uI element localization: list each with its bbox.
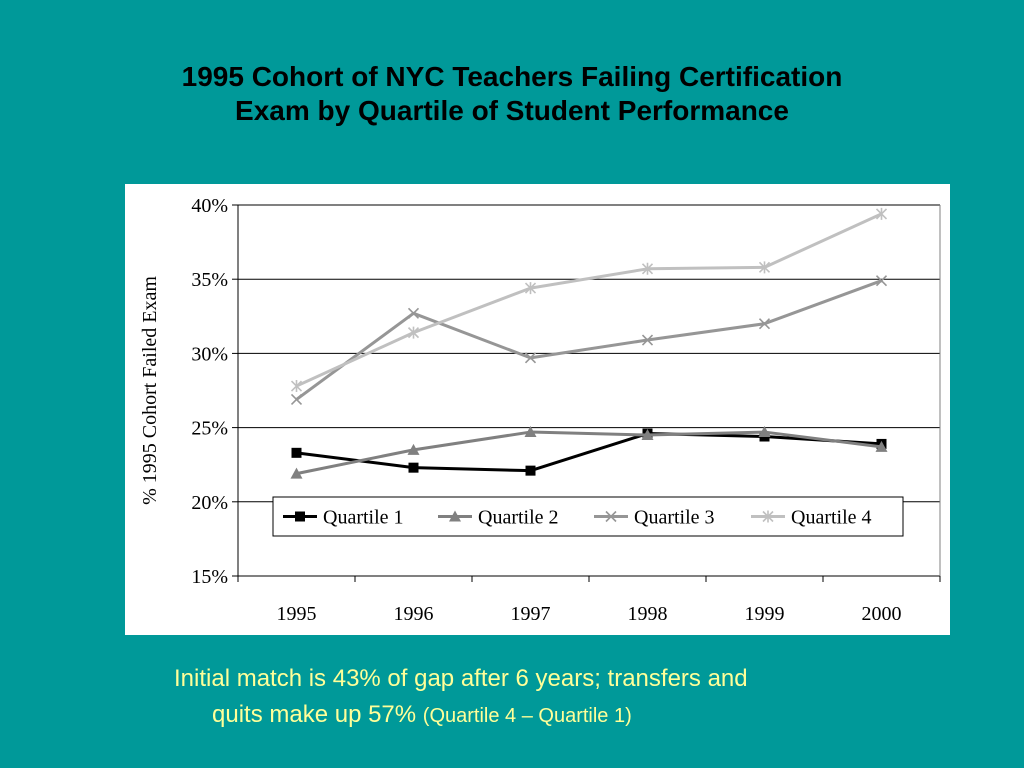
series-line — [295, 279, 883, 401]
x-tick-label: 1998 — [628, 603, 668, 625]
data-point — [525, 465, 536, 476]
data-point — [758, 426, 771, 438]
data-point — [291, 447, 302, 458]
y-tick-label: 35% — [191, 269, 228, 291]
data-point — [290, 467, 303, 479]
y-tick-label: 30% — [191, 343, 228, 365]
legend-item: Quartile 2 — [438, 507, 559, 529]
data-point — [407, 326, 420, 339]
series-line — [296, 432, 882, 473]
data-point — [641, 334, 654, 346]
slide-title-line-2: Exam by Quartile of Student Performance — [235, 95, 789, 126]
series-quartile-3 — [290, 275, 888, 405]
data-point — [408, 462, 419, 473]
data-point — [524, 282, 537, 295]
x-tick-label: 1997 — [511, 603, 551, 625]
legend-item: Quartile 3 — [594, 507, 715, 529]
x-tick-label: 1999 — [745, 603, 785, 625]
series-line — [295, 212, 883, 388]
note-line-2-main: quits make up 57% — [212, 701, 423, 728]
legend-label: Quartile 4 — [791, 507, 872, 529]
note-line-2: quits make up 57% (Quartile 4 – Quartile… — [212, 698, 632, 733]
x-tick-label: 2000 — [862, 603, 902, 625]
data-point — [758, 261, 771, 274]
legend-item: Quartile 1 — [283, 507, 404, 529]
line-chart: 15% 20% 25% 30% 35% 40% 1995 1996 1997 1998 1999 20… — [139, 195, 941, 625]
legend-item: Quartile 4 — [751, 507, 872, 529]
x-tick-label: 1996 — [394, 603, 434, 625]
series-quartile-2 — [290, 426, 888, 479]
data-point — [641, 429, 654, 441]
data-point — [290, 393, 303, 405]
data-point — [875, 440, 888, 452]
y-tick-label: 25% — [191, 418, 228, 440]
y-tick-label: 15% — [191, 566, 228, 588]
data-point — [407, 443, 420, 455]
x-tick-label: 1995 — [277, 603, 317, 625]
legend-swatch-marker — [605, 510, 617, 523]
note-line-2-small: (Quartile 4 – Quartile 1) — [422, 705, 632, 727]
data-point — [290, 380, 303, 393]
series-line — [296, 430, 882, 476]
note-line-1: Initial match is 43% of gap after 6 year… — [174, 665, 748, 692]
data-point — [407, 307, 420, 319]
data-point — [875, 275, 888, 287]
data-point — [524, 352, 537, 364]
y-tick-label: 40% — [191, 195, 228, 217]
data-point — [875, 207, 888, 220]
legend-swatch-marker — [762, 510, 774, 523]
chart-panel: 15% 20% 25% 30% 35% 40% 1995 1996 1997 1998 1999 20… — [125, 184, 950, 635]
data-point — [641, 262, 654, 275]
series-quartile-4 — [290, 207, 888, 393]
data-point — [524, 426, 537, 438]
chart-legend: Quartile 1 Quartile 2 Quartile 3 Quartile 4 — [272, 496, 904, 537]
y-tick-label: 20% — [191, 492, 228, 514]
slide-title-line-1: 1995 Cohort of NYC Teachers Failing Cert… — [181, 61, 843, 92]
slide-title: 1995 Cohort of NYC Teachers Failing Cert… — [0, 60, 1024, 128]
legend-label: Quartile 1 — [323, 507, 404, 529]
y-axis-label: % 1995 Cohort Failed Exam — [139, 276, 161, 505]
data-point — [758, 318, 771, 330]
legend-label: Quartile 2 — [478, 507, 559, 529]
legend-swatch-marker — [295, 511, 305, 522]
legend-swatch-marker — [449, 510, 461, 522]
legend-label: Quartile 3 — [634, 507, 715, 529]
legend-box — [272, 496, 904, 537]
